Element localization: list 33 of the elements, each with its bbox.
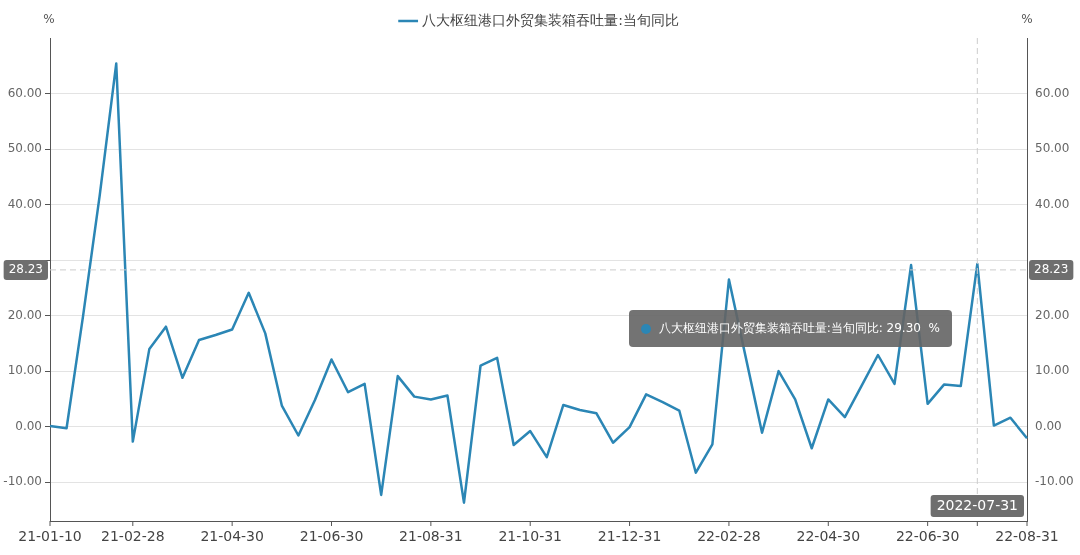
x-tick-label: 22-06-30 [895,527,960,544]
y-tick-label: -10.00 [3,474,42,489]
legend-label: 八大枢纽港口外贸集装箱吞吐量:当旬同比 [422,11,679,28]
y-tick-label: 0.00 [15,418,42,433]
y-tick-label: 10.00 [7,363,42,378]
y2-tick-label: -10.00 [1035,474,1074,489]
x-tick-label: 21-02-28 [101,527,165,544]
y2-tick-label: 50.00 [1035,141,1070,156]
y-tick-label: 60.00 [7,85,42,100]
annotation: 八大枢纽港口外贸集装箱吞吐量:当旬同比: 29.30 % [658,320,940,337]
y-axis-title: % [43,12,55,27]
x-tick-label: 21-08-31 [399,527,463,544]
tooltip-box: 八大枢纽港口外贸集装箱吞吐量:当旬同比: 29.30 % [628,310,952,347]
y2-tick-label: 20.00 [1035,307,1070,322]
y2-tick-label: 40.00 [1035,196,1070,211]
y-tick-label: 20.00 [7,307,42,322]
y2-tick-label: 10.00 [1035,363,1070,378]
x-tick-label: 21-01-10 [18,527,82,544]
y-tick-label: 40.00 [7,196,42,211]
ref-line-label: 28.23 [8,262,43,277]
y2-tick-label: 60.00 [1035,85,1070,100]
x-tick-label: 22-04-30 [796,527,861,544]
x-tick-label: 21-12-31 [597,527,662,544]
x-tick-label: 2022-07-31 [936,496,1019,513]
x-tick-label: 21-06-30 [299,527,364,544]
x-tick-label: 22-02-28 [697,527,761,544]
x-tick-label: 21-04-30 [200,527,264,544]
y2-axis-title: % [1021,12,1033,27]
x-tick-label: 21-10-31 [498,527,562,544]
y2-tick-label: 0.00 [1035,418,1062,433]
y-tick-label: 50.00 [7,141,42,156]
text: 28.23 [1034,262,1069,277]
x-tick-label: 22-08-31 [995,527,1059,544]
